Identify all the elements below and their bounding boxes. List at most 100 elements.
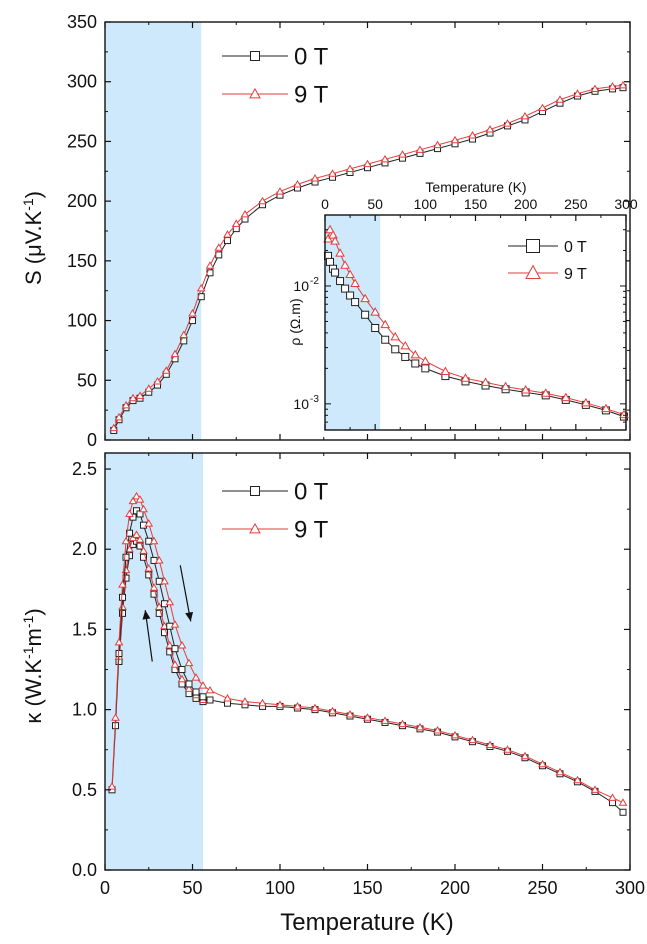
data-point [573, 775, 582, 784]
data-point [390, 331, 401, 341]
y-tick-label: 10 [293, 278, 309, 294]
data-point [503, 745, 512, 753]
y-tick-label: 150 [67, 251, 97, 271]
x-tick-label: 0 [321, 196, 329, 212]
extra-curve-point [150, 590, 158, 598]
legend-label: 0 T [294, 479, 329, 506]
arrow-head [185, 611, 194, 622]
data-point [310, 703, 320, 712]
extra-curve-point [140, 553, 147, 561]
data-point [411, 359, 420, 368]
data-point [109, 423, 119, 432]
data-point [608, 82, 617, 90]
data-point [503, 119, 512, 127]
data-point [618, 798, 628, 806]
data-point [540, 388, 551, 397]
data-point [590, 785, 600, 793]
data-point [433, 726, 442, 734]
x-tick-label: 150 [352, 878, 382, 898]
data-point [363, 159, 372, 168]
data-point [149, 536, 159, 545]
data-point [618, 80, 628, 89]
data-point [170, 620, 180, 628]
extra-curve-point [155, 609, 163, 617]
data-point [205, 685, 215, 694]
data-point [480, 377, 491, 386]
data-point [310, 174, 320, 182]
data-point [400, 340, 411, 350]
bottom-panel: 0 50 100 150 200 250 300 0.0 0.5 1.0 1.5 2.0 2.5 0 T 9… [20, 452, 645, 936]
legend-label: 9 T [564, 266, 587, 283]
data-point [520, 111, 530, 120]
legend-marker [526, 239, 540, 253]
data-point [381, 335, 390, 344]
data-point [345, 164, 355, 172]
y-tick-label: 300 [67, 72, 97, 92]
data-point [160, 576, 169, 585]
data-point [398, 150, 407, 158]
data-point [380, 154, 390, 163]
data-point [240, 697, 250, 705]
extra-curve-point [132, 530, 141, 538]
y-tick-exponent: -2 [310, 276, 319, 287]
data-point [350, 278, 360, 287]
x-tick-label: 100 [265, 878, 295, 898]
legend-label: 0 T [564, 239, 587, 256]
data-point [520, 385, 531, 394]
data-point [206, 696, 214, 704]
data-point [555, 95, 565, 103]
x-tick-label: 300 [614, 196, 638, 212]
extra-curve-point [177, 674, 187, 683]
data-point [371, 323, 380, 332]
data-point [132, 491, 141, 500]
data-point [520, 751, 530, 760]
data-point [165, 597, 175, 606]
data-point [275, 700, 285, 708]
data-point [177, 641, 187, 649]
y-tick-label: 0 [87, 430, 97, 450]
data-point [231, 219, 241, 227]
legend-label: 0 T [294, 44, 329, 71]
data-point [128, 496, 138, 505]
data-point [144, 519, 154, 527]
data-point [118, 580, 127, 588]
arrow-line [179, 565, 192, 622]
data-point [258, 698, 267, 707]
data-point [335, 248, 345, 257]
data-point [328, 706, 337, 715]
data-point [196, 283, 206, 292]
extra-curve-point [136, 542, 144, 550]
data-point [360, 293, 370, 303]
data-point [240, 209, 250, 218]
data-point [345, 269, 355, 279]
data-point [135, 391, 145, 399]
data-point [398, 719, 407, 728]
x-tick-label: 200 [440, 878, 470, 898]
extra-curve-point [139, 546, 148, 554]
data-point [214, 243, 224, 251]
data-point [345, 710, 355, 718]
data-point [111, 713, 120, 721]
data-point [198, 681, 208, 689]
x-tick-label: 250 [564, 196, 588, 212]
data-point [122, 553, 130, 561]
data-point [223, 693, 232, 702]
shaded-region [105, 22, 202, 440]
x-tick-label: 250 [527, 878, 557, 898]
data-point [380, 716, 390, 724]
legend-label: 9 T [294, 82, 329, 109]
data-point [128, 393, 138, 402]
x-axis-label: Temperature (K) [280, 909, 453, 936]
data-point [192, 688, 200, 696]
data-point [415, 145, 425, 153]
data-point [341, 284, 350, 293]
data-point [410, 349, 421, 359]
data-point [114, 637, 124, 646]
data-point [468, 735, 477, 744]
data-point [500, 381, 511, 391]
data-point [293, 701, 302, 710]
data-point [275, 187, 285, 195]
data-point [433, 140, 442, 149]
shaded-region [325, 215, 381, 430]
